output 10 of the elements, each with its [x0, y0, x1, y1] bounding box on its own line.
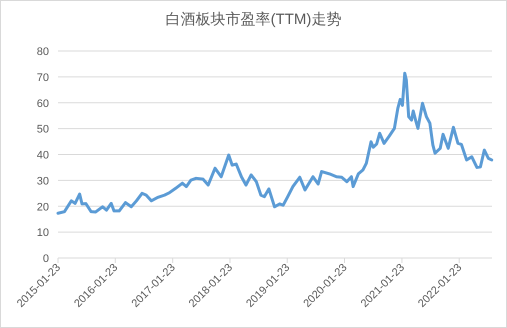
- chart-title: 白酒板块市盈率(TTM)走势: [166, 11, 342, 28]
- y-tick-label: 70: [36, 72, 49, 84]
- y-tick-label: 20: [36, 201, 49, 214]
- y-tick-label: 0: [42, 253, 49, 265]
- y-tick-label: 10: [36, 227, 49, 240]
- y-tick-label: 50: [36, 124, 49, 136]
- y-tick-label: 30: [36, 175, 49, 188]
- y-tick-label: 80: [36, 46, 49, 58]
- y-tick-label: 40: [36, 150, 49, 162]
- y-tick-label: 60: [36, 98, 49, 110]
